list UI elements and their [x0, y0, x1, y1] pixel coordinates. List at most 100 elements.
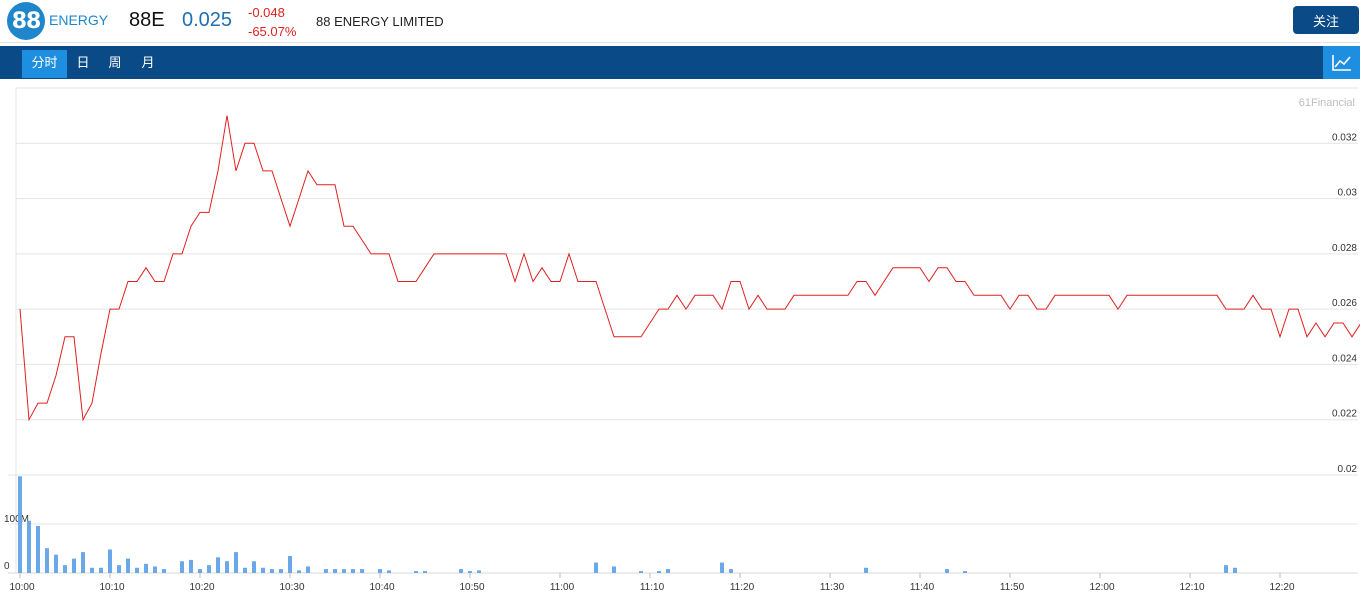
tab-daily[interactable]: 日	[76, 56, 90, 71]
price-change: -0.048 -65.07%	[248, 3, 296, 41]
time-tick-label: 10:20	[189, 582, 214, 593]
volume-bar	[18, 476, 22, 573]
volume-bar	[234, 552, 238, 573]
volume-bar	[468, 571, 472, 573]
volume-bar	[135, 567, 139, 573]
volume-bar	[720, 562, 724, 573]
price-tick-label: 0.02	[1338, 464, 1358, 475]
volume-bar	[387, 570, 391, 573]
time-tick-label: 10:10	[99, 582, 124, 593]
price-tick-label: 0.03	[1338, 188, 1358, 199]
volume-bar	[108, 549, 112, 573]
chart-type-button[interactable]	[1323, 46, 1360, 79]
tab-intraday[interactable]: 分时	[22, 50, 67, 78]
volume-bar	[162, 569, 166, 573]
volume-bar	[126, 558, 130, 573]
logo-mark: 88	[11, 9, 42, 34]
period-tab-bar: 分时 日 周 月	[0, 46, 1360, 79]
volume-bar	[90, 567, 94, 573]
time-tick-label: 11:20	[730, 582, 755, 593]
time-tick-label: 10:50	[459, 582, 484, 593]
volume-bar	[216, 557, 220, 573]
intraday-chart: 0.032 0.03 0.028 0.026 0.024 0.022 0.02 61Fina…	[4, 87, 1360, 593]
volume-bar	[963, 571, 967, 573]
ticker-symbol: 88E	[129, 9, 165, 31]
volume-bar	[45, 548, 49, 573]
volume-bar	[117, 565, 121, 573]
volume-bar	[72, 558, 76, 573]
volume-bar	[612, 566, 616, 573]
price-axis: 0.032 0.03 0.028 0.026 0.024 0.022 0.02	[1332, 132, 1357, 475]
time-tick-label: 11:10	[640, 582, 665, 593]
volume-bar	[243, 567, 247, 573]
time-tick-label: 12:00	[1089, 582, 1114, 593]
price-tick-label: 0.028	[1332, 243, 1357, 254]
time-axis: 10:00 10:10 10:20 10:30 10:40 10:50 11:00 11:10…	[9, 573, 1295, 593]
price-tick-label: 0.026	[1332, 298, 1357, 309]
time-tick-label: 11:00	[550, 582, 575, 593]
volume-bar	[180, 561, 184, 573]
volume-bar	[54, 554, 58, 573]
quote-header: 88 ENERGY 88E 0.025 -0.048 -65.07% 88 EN…	[0, 0, 1360, 43]
volume-bar	[198, 569, 202, 573]
volume-bar	[324, 569, 328, 573]
volume-bar	[378, 569, 382, 573]
time-tick-label: 10:30	[279, 582, 304, 593]
volume-bar	[333, 569, 337, 573]
price-tick-label: 0.024	[1332, 353, 1357, 364]
volume-bar	[360, 569, 364, 573]
volume-bar	[63, 565, 67, 573]
time-tick-label: 11:50	[1000, 582, 1025, 593]
volume-bar	[657, 571, 661, 573]
watermark: 61Financial	[1299, 97, 1355, 109]
volume-bar	[261, 567, 265, 573]
volume-bar	[270, 569, 274, 573]
volume-bar	[297, 570, 301, 573]
time-tick-label: 10:00	[9, 582, 34, 593]
volume-bar	[27, 520, 31, 573]
last-price: 0.025	[182, 9, 233, 31]
change-percent: -65.07%	[248, 24, 297, 39]
company-logo: 88	[7, 2, 45, 40]
volume-bar	[1233, 567, 1237, 573]
volume-bar	[342, 569, 346, 573]
tab-monthly[interactable]: 月	[141, 56, 155, 71]
volume-bar	[252, 561, 256, 573]
volume-bar	[864, 567, 868, 573]
volume-bar	[945, 569, 949, 573]
volume-bar	[99, 567, 103, 573]
volume-bar	[36, 525, 40, 573]
volume-bars	[18, 476, 1237, 573]
time-tick-label: 10:40	[369, 582, 394, 593]
time-tick-label: 11:40	[910, 582, 935, 593]
time-tick-label: 12:10	[1179, 582, 1204, 593]
volume-bar	[225, 561, 229, 573]
volume-bar	[1224, 565, 1228, 573]
follow-button[interactable]: 关注	[1293, 6, 1359, 34]
volume-bar	[414, 571, 418, 573]
volume-bar	[477, 570, 481, 573]
volume-tick-0: 0	[4, 561, 10, 572]
volume-bar	[207, 565, 211, 573]
volume-bar	[288, 556, 292, 573]
price-tick-label: 0.022	[1332, 409, 1357, 420]
tab-weekly[interactable]: 周	[108, 56, 122, 71]
volume-bar	[351, 569, 355, 573]
volume-bar	[729, 569, 733, 573]
volume-bar	[594, 562, 598, 573]
price-tick-label: 0.032	[1332, 132, 1357, 143]
volume-bar	[306, 566, 310, 573]
volume-bar	[279, 569, 283, 573]
volume-bar	[81, 552, 85, 573]
volume-bar	[459, 569, 463, 573]
company-name: 88 ENERGY LIMITED	[316, 14, 444, 29]
line-chart-icon	[1332, 55, 1351, 71]
volume-bar	[666, 569, 670, 573]
time-tick-label: 12:20	[1269, 582, 1294, 593]
volume-bar	[639, 571, 643, 573]
logo-text: ENERGY	[49, 12, 109, 28]
volume-tick-100m: 100M	[4, 514, 29, 525]
price-line	[19, 115, 1360, 422]
time-tick-label: 11:30	[820, 582, 845, 593]
volume-bar	[423, 571, 427, 573]
